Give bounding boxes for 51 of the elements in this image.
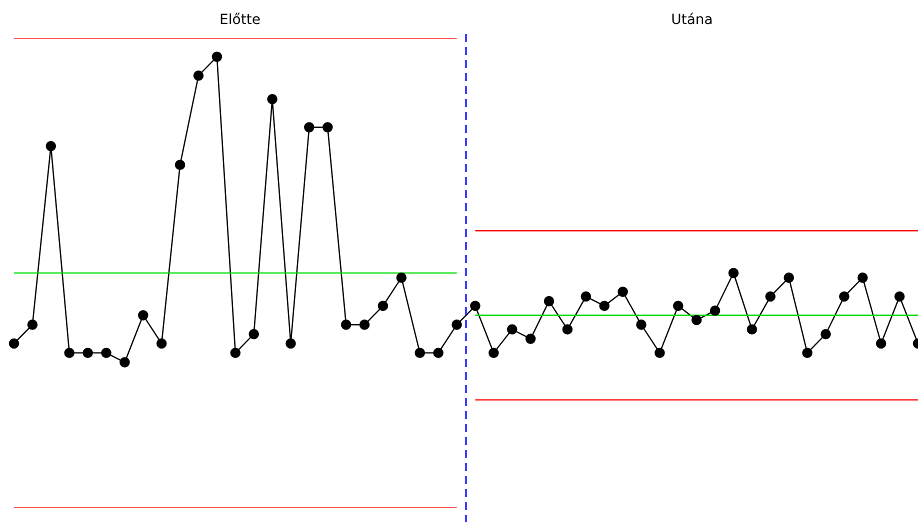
point <box>174 160 186 170</box>
point <box>876 338 886 349</box>
point <box>359 320 370 330</box>
point <box>230 348 241 358</box>
point <box>580 291 592 302</box>
point <box>746 324 758 335</box>
point <box>544 296 554 306</box>
text: Utána <box>671 12 713 28</box>
point <box>654 348 665 358</box>
point <box>340 320 352 330</box>
point <box>267 94 278 104</box>
point <box>802 348 812 358</box>
point <box>433 348 444 358</box>
point <box>728 268 739 278</box>
point <box>193 70 204 81</box>
point <box>820 328 831 340</box>
point <box>470 300 480 312</box>
point <box>212 52 222 62</box>
point <box>8 338 20 349</box>
point <box>858 272 868 283</box>
point <box>710 305 720 316</box>
point <box>673 300 684 312</box>
point <box>452 320 462 330</box>
point <box>618 286 628 297</box>
point <box>414 348 426 358</box>
point <box>101 348 112 358</box>
point <box>378 300 388 312</box>
point <box>765 291 776 302</box>
point <box>82 348 93 358</box>
point <box>599 300 610 312</box>
point <box>248 328 259 340</box>
point <box>525 334 536 344</box>
point <box>286 338 296 349</box>
point <box>396 272 407 283</box>
point <box>46 140 56 152</box>
point <box>488 348 499 358</box>
point <box>839 291 850 302</box>
point <box>138 310 148 320</box>
point <box>27 320 38 330</box>
point <box>506 324 518 335</box>
point <box>120 357 130 368</box>
point <box>322 122 333 132</box>
point <box>691 314 702 326</box>
point <box>784 272 794 283</box>
point <box>304 122 314 132</box>
point <box>636 320 646 330</box>
point <box>894 291 905 302</box>
point <box>156 338 167 349</box>
text: Előtte <box>220 12 260 28</box>
point <box>562 324 573 335</box>
point <box>64 348 74 358</box>
